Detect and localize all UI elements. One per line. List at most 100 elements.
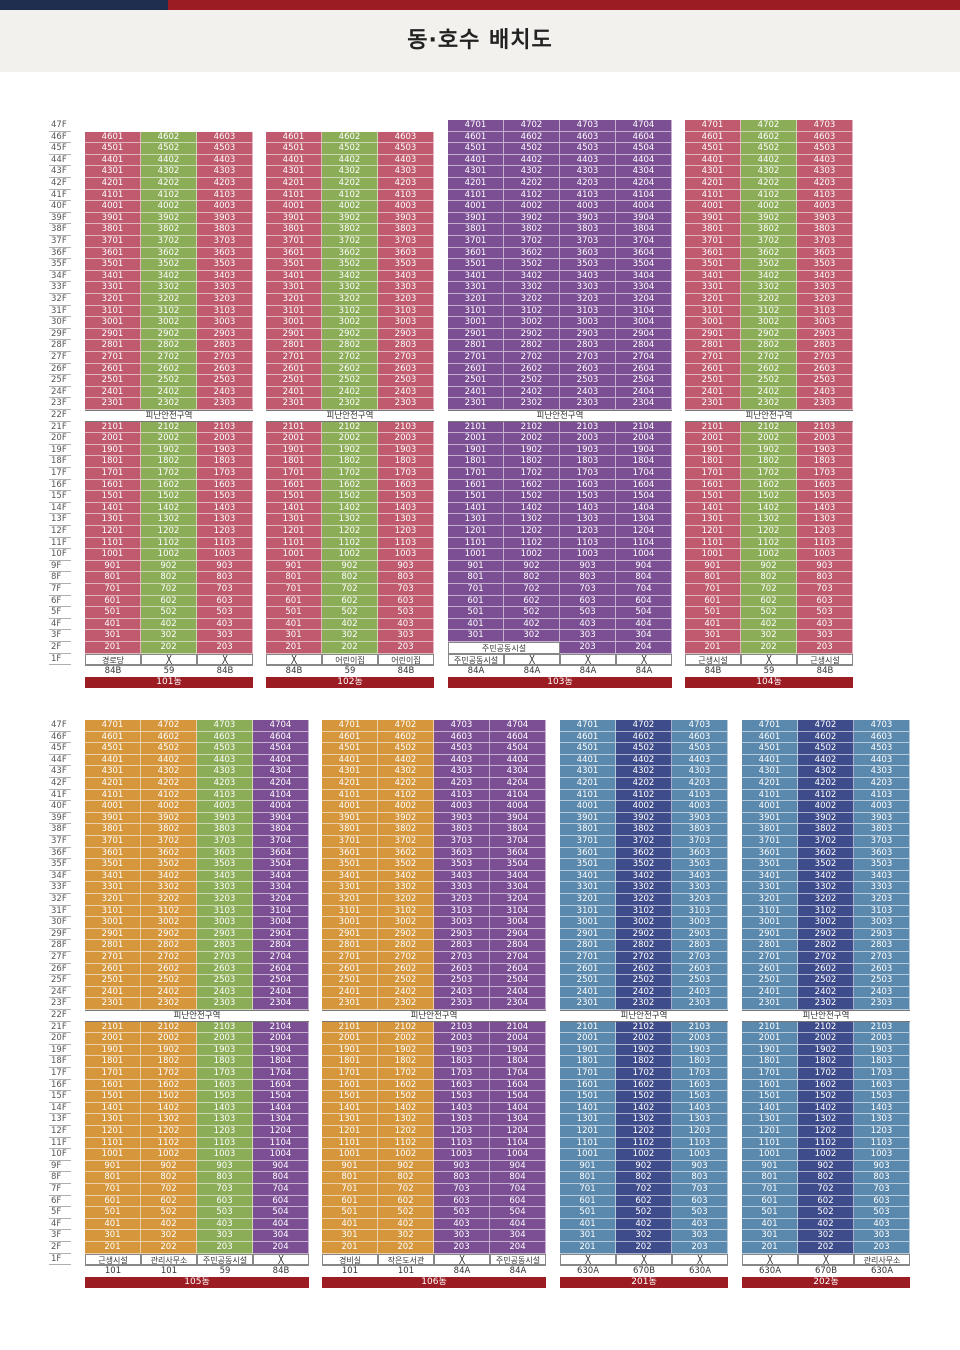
unit-cell: 2501 [448, 375, 504, 387]
unit-cell: 3203 [434, 894, 490, 906]
floor-label: 30F [49, 317, 71, 329]
unit-cell: 501 [266, 607, 322, 619]
unit-cell: 1502 [504, 491, 560, 503]
unit-cell: 1603 [378, 479, 434, 492]
unit-cell: 3504 [616, 259, 672, 271]
unit-cell: 1603 [560, 479, 616, 492]
unit-cell: 301 [85, 1230, 141, 1242]
unit-cell: 4602 [798, 731, 854, 744]
unit-cell: 1204 [253, 1126, 309, 1138]
unit-cell: 3003 [560, 317, 616, 329]
unit-cell: 3404 [616, 270, 672, 283]
unit-cell: 4402 [141, 754, 197, 767]
unit-cell: 301 [322, 1230, 378, 1242]
unit-cell: 1003 [854, 1149, 910, 1161]
unit-cell: 4103 [197, 189, 253, 202]
unit-cell: 1903 [197, 1044, 253, 1057]
unit-cell: 3401 [560, 870, 616, 883]
unit-cell: 602 [378, 1195, 434, 1208]
unit-cell: 202 [141, 1242, 197, 1254]
unit-cell: 1302 [322, 514, 378, 526]
unit-cell: 2904 [616, 328, 672, 341]
unit-cell: 1602 [798, 1079, 854, 1092]
unit-cell: 202 [798, 1242, 854, 1254]
unit-cell: 302 [616, 1230, 672, 1242]
unit-cell: 4102 [741, 189, 797, 202]
unit-cell: 3902 [141, 212, 197, 225]
unit-cell: 1504 [616, 491, 672, 503]
unit-cell: 3801 [322, 824, 378, 836]
unit-cell: 3501 [685, 259, 741, 271]
unit-cell: 3903 [197, 212, 253, 225]
unit-cell: 2003 [797, 433, 853, 445]
unit-cell: 1401 [448, 502, 504, 515]
unit-cell: 202 [741, 642, 797, 654]
unit-cell: 504 [253, 1207, 309, 1219]
floor-label: 24F [49, 387, 71, 399]
unit-cell: 4404 [253, 754, 309, 767]
unit-cell: 1602 [141, 1079, 197, 1092]
unit-cell: 802 [141, 572, 197, 584]
unit-cell: 301 [742, 1230, 798, 1242]
unit-cell: 1304 [253, 1114, 309, 1126]
unit-cell: 1203 [560, 526, 616, 538]
unit-cell: 1504 [253, 1091, 309, 1103]
unit-cell: 2502 [141, 375, 197, 387]
unit-cell: 1301 [85, 514, 141, 526]
unit-cell: 3902 [322, 212, 378, 225]
unit-cell: 1604 [253, 1079, 309, 1092]
unit-cell: 703 [434, 1184, 490, 1196]
unit-cell: 1801 [322, 1056, 378, 1068]
unit-cell: 3802 [616, 824, 672, 836]
unit-cell: 1503 [197, 491, 253, 503]
floor-label: 10F [49, 549, 71, 561]
unit-cell: 1903 [560, 444, 616, 457]
unit-cell: 3701 [742, 836, 798, 848]
unit-cell: 3702 [798, 836, 854, 848]
unit-cell: 1501 [85, 1091, 141, 1103]
unit-cell: 2303 [797, 398, 853, 410]
unit-cell: 1403 [672, 1102, 728, 1115]
unit-cell: 4401 [685, 154, 741, 167]
unit-cell: 3801 [742, 824, 798, 836]
unit-cell: 3103 [797, 305, 853, 318]
unit-cell: 2701 [266, 352, 322, 364]
unit-cell: 2901 [448, 328, 504, 341]
unit-cell: 601 [560, 1195, 616, 1208]
unit-cell: 1401 [85, 502, 141, 515]
unit-cell: 4702 [616, 720, 672, 732]
unit-cell: 1801 [685, 456, 741, 468]
unit-cell: 2702 [322, 352, 378, 364]
unit-cell: 2002 [141, 1033, 197, 1045]
unit-cell: 2802 [741, 340, 797, 352]
unit-cell: 4302 [141, 166, 197, 178]
unit-cell: 803 [672, 1172, 728, 1184]
unit-cell: 3301 [448, 282, 504, 294]
unit-cell: 3503 [197, 259, 253, 271]
unit-cell: 3702 [141, 836, 197, 848]
unit-cell: 3904 [616, 212, 672, 225]
unit-cell: 1602 [741, 479, 797, 492]
unit-cell: 4503 [378, 143, 434, 155]
unit-cell: 3204 [253, 894, 309, 906]
unit-cell: 3603 [560, 247, 616, 260]
unit-cell: 3501 [85, 859, 141, 871]
unit-cell: 601 [322, 1195, 378, 1208]
unit-cell: 2903 [672, 928, 728, 941]
unit-cell: 1103 [854, 1137, 910, 1150]
unit-cell: 1701 [266, 468, 322, 480]
empty-ground-cell: ╳ [741, 653, 797, 666]
floor-label: 20F [49, 433, 71, 445]
unit-cell: 1802 [141, 456, 197, 468]
floor-label: 26F [49, 364, 71, 376]
unit-cell: 4502 [141, 143, 197, 155]
unit-cell: 1703 [197, 468, 253, 480]
unit-cell: 1103 [197, 1137, 253, 1150]
unit-cell: 4702 [504, 120, 560, 132]
unit-cell: 4603 [197, 731, 253, 744]
unit-cell: 202 [616, 1242, 672, 1254]
unit-cell: 2601 [266, 363, 322, 376]
unit-cell: 4001 [560, 801, 616, 813]
unit-cell: 4601 [85, 731, 141, 744]
unit-cell: 3103 [560, 305, 616, 318]
